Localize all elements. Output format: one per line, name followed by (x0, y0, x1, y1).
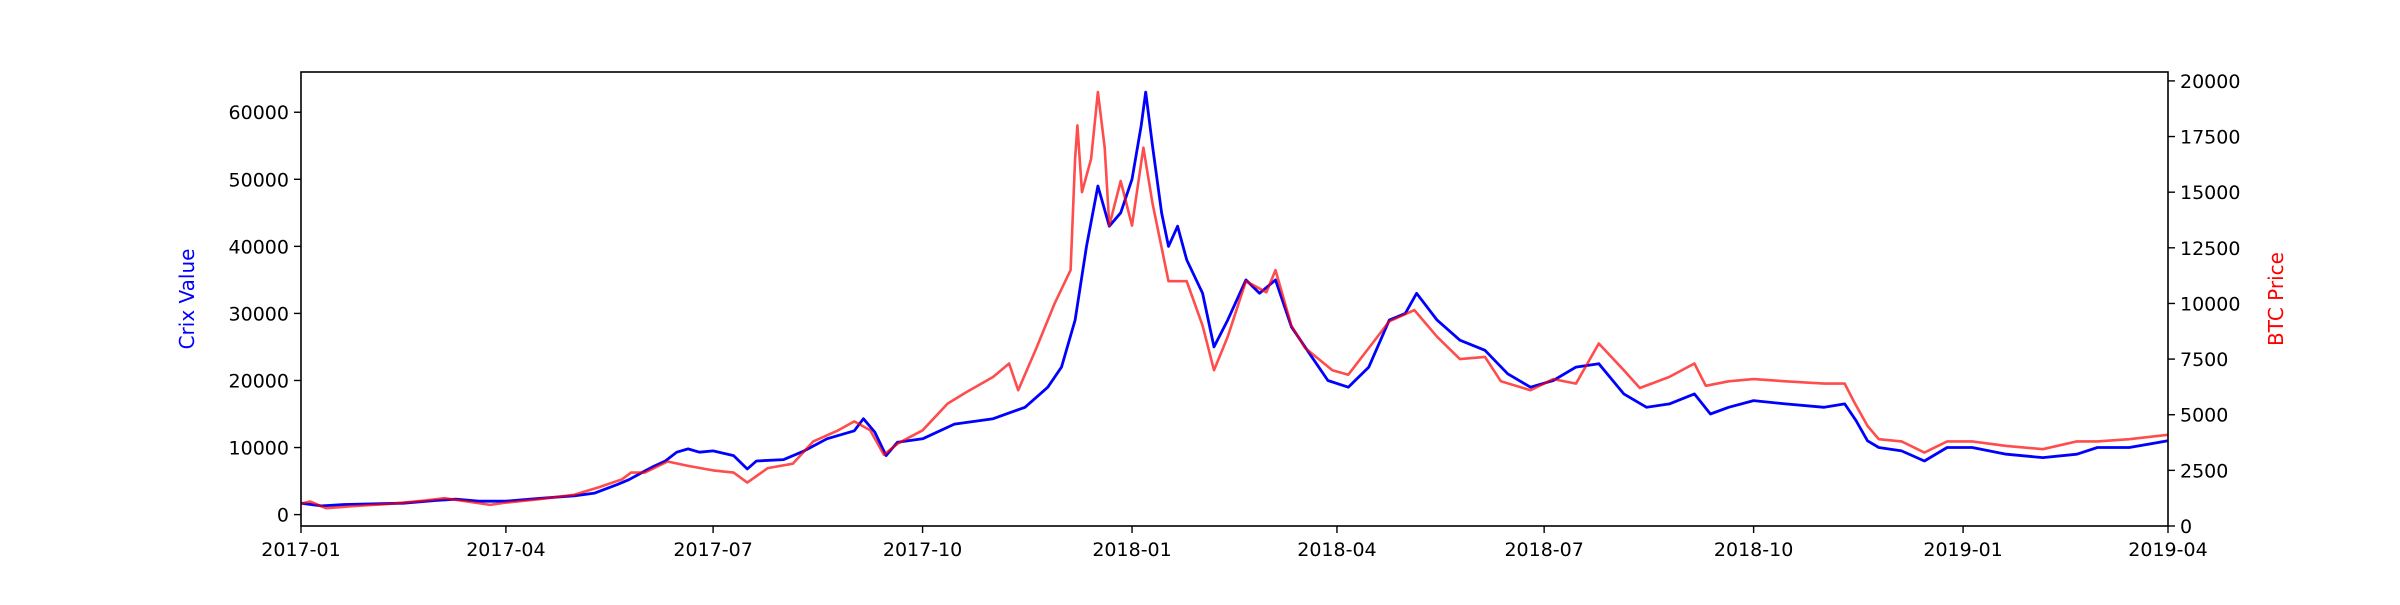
right-y-tick-label: 17500 (2180, 127, 2240, 149)
x-tick-label: 2019-04 (2128, 539, 2207, 561)
right-y-tick-label: 0 (2180, 516, 2192, 538)
x-tick-label: 2019-01 (1923, 539, 2002, 561)
x-tick-label: 2017-01 (261, 539, 340, 561)
x-tick-label: 2018-07 (1504, 539, 1583, 561)
left-y-tick-label: 60000 (229, 102, 289, 124)
x-tick-label: 2018-04 (1297, 539, 1376, 561)
right-y-tick-label: 15000 (2180, 182, 2240, 204)
right-y-tick-label: 5000 (2180, 405, 2228, 427)
plot-frame (300, 71, 2169, 527)
x-tick-label: 2017-04 (466, 539, 545, 561)
x-axis: 2017-01 2017-04 2017-07 2017-10 2018-01 2018-… (261, 526, 2208, 561)
right-axis-title: BTC Price (2264, 252, 2288, 346)
left-y-tick-label: 20000 (229, 370, 289, 392)
right-y-tick-label: 10000 (2180, 293, 2240, 315)
x-tick-label: 2017-07 (673, 539, 752, 561)
left-y-axis: 0 10000 20000 30000 40000 50000 60000 (229, 102, 301, 527)
right-y-tick-label: 12500 (2180, 238, 2240, 260)
x-tick-label: 2018-10 (1714, 539, 1793, 561)
series-lines (300, 90, 2169, 510)
left-y-tick-label: 50000 (229, 169, 289, 191)
right-y-axis: 0 2500 5000 7500 10000 12500 15000 17500 20000 (2168, 71, 2240, 538)
left-y-tick-label: 40000 (229, 236, 289, 258)
x-tick-label: 2018-01 (1092, 539, 1171, 561)
x-tick-label: 2017-10 (883, 539, 962, 561)
right-y-tick-label: 7500 (2180, 349, 2228, 371)
series-line-crix (300, 90, 2169, 508)
series-line-btc (300, 90, 2169, 510)
left-y-tick-label: 10000 (229, 438, 289, 460)
left-y-tick-label: 30000 (229, 303, 289, 325)
right-y-tick-label: 20000 (2180, 71, 2240, 93)
left-axis-title: Crix Value (175, 249, 199, 350)
left-y-tick-label: 0 (277, 505, 289, 527)
right-y-tick-label: 2500 (2180, 460, 2228, 482)
